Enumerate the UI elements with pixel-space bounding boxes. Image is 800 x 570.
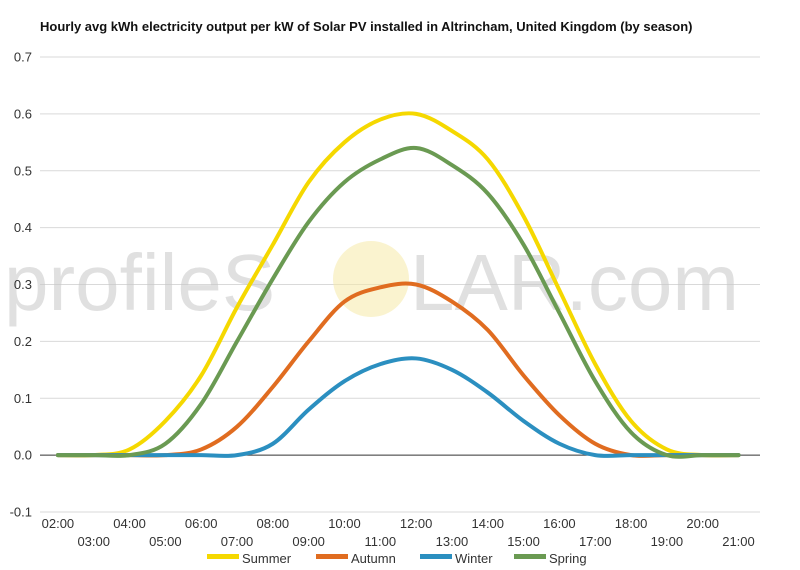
watermark-text-left: profileS — [4, 238, 275, 327]
x-tick-label: 02:00 — [42, 516, 75, 531]
legend-label-summer: Summer — [242, 551, 292, 566]
x-tick-label: 08:00 — [257, 516, 290, 531]
x-tick-label: 13:00 — [436, 534, 469, 549]
y-axis: -0.1 0.0 0.1 0.2 0.3 0.4 0.5 0.6 0.7 — [10, 50, 32, 520]
x-tick-label: 12:00 — [400, 516, 433, 531]
x-tick-label: 03:00 — [77, 534, 110, 549]
x-tick-label: 21:00 — [722, 534, 755, 549]
legend-label-autumn: Autumn — [351, 551, 396, 566]
watermark-sun-icon — [333, 241, 409, 317]
x-tick-label: 20:00 — [686, 516, 719, 531]
legend-swatch-summer — [207, 554, 239, 559]
y-tick-label: 0.3 — [14, 277, 32, 292]
legend: Summer Autumn Winter Spring — [207, 551, 587, 566]
x-tick-label: 06:00 — [185, 516, 218, 531]
x-tick-label: 17:00 — [579, 534, 612, 549]
chart-title: Hourly avg kWh electricity output per kW… — [40, 19, 693, 34]
x-tick-label: 15:00 — [507, 534, 540, 549]
x-tick-label: 04:00 — [113, 516, 146, 531]
y-tick-label: 0.5 — [14, 163, 32, 178]
watermark-text-right: LAR.com — [410, 238, 739, 327]
x-tick-label: 11:00 — [365, 534, 397, 549]
y-tick-label: 0.4 — [14, 220, 32, 235]
x-tick-label: 18:00 — [615, 516, 648, 531]
x-tick-label: 09:00 — [292, 534, 325, 549]
x-tick-label: 19:00 — [651, 534, 684, 549]
x-axis: 02:0003:0004:0005:0006:0007:0008:0009:00… — [42, 516, 755, 549]
y-tick-label: 0.6 — [14, 106, 32, 121]
y-tick-label: 0.0 — [14, 448, 32, 463]
legend-swatch-spring — [514, 554, 546, 559]
watermark: profileS LAR.com — [4, 238, 739, 327]
series-lines — [55, 111, 741, 459]
legend-label-spring: Spring — [549, 551, 587, 566]
x-tick-label: 07:00 — [221, 534, 254, 549]
legend-swatch-autumn — [316, 554, 348, 559]
y-tick-label: 0.7 — [14, 50, 32, 65]
series-line-summer — [55, 111, 741, 458]
legend-label-winter: Winter — [455, 551, 493, 566]
y-tick-label: 0.2 — [14, 334, 32, 349]
series-line-winter — [55, 356, 741, 458]
x-tick-label: 10:00 — [328, 516, 361, 531]
legend-swatch-winter — [420, 554, 452, 559]
x-tick-label: 05:00 — [149, 534, 182, 549]
x-tick-label: 14:00 — [471, 516, 504, 531]
y-tick-label: -0.1 — [10, 505, 32, 520]
x-tick-label: 16:00 — [543, 516, 576, 531]
y-tick-label: 0.1 — [14, 391, 32, 406]
series-line-spring — [55, 145, 741, 459]
